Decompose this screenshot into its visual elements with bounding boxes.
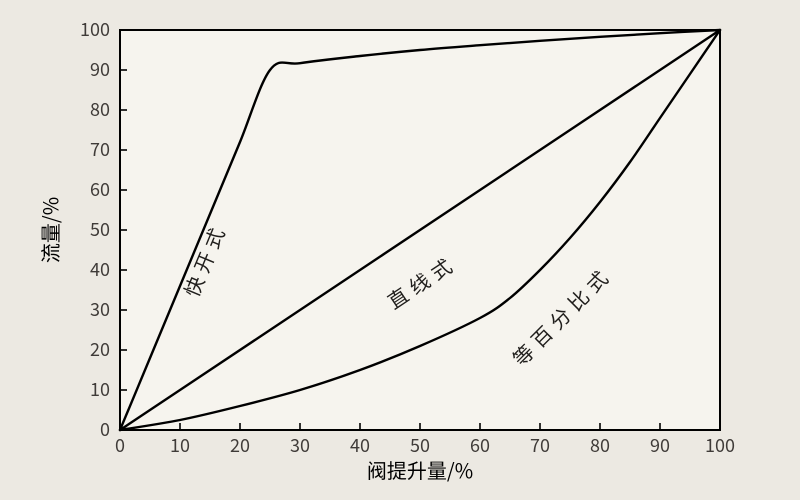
x-tick-label: 10 bbox=[170, 432, 190, 458]
y-tick-label: 70 bbox=[90, 136, 110, 162]
y-tick-label: 80 bbox=[90, 96, 110, 122]
x-axis-label: 阀提升量/% bbox=[367, 455, 473, 484]
y-tick-label: 10 bbox=[90, 376, 110, 402]
y-tick-label: 20 bbox=[90, 336, 110, 362]
y-tick-label: 40 bbox=[90, 256, 110, 282]
y-axis-label: 流量/% bbox=[35, 197, 64, 263]
y-tick-label: 0 bbox=[100, 416, 110, 442]
x-tick-label: 80 bbox=[590, 432, 610, 458]
y-tick-label: 50 bbox=[90, 216, 110, 242]
chart-container: 0102030405060708090100010203040506070809… bbox=[0, 0, 800, 500]
y-tick-label: 100 bbox=[80, 16, 110, 42]
y-tick-label: 90 bbox=[90, 56, 110, 82]
x-tick-label: 100 bbox=[705, 432, 735, 458]
x-tick-label: 0 bbox=[115, 432, 125, 458]
y-tick-label: 30 bbox=[90, 296, 110, 322]
x-tick-label: 90 bbox=[650, 432, 670, 458]
x-tick-label: 30 bbox=[290, 432, 310, 458]
x-tick-label: 70 bbox=[530, 432, 550, 458]
chart-svg: 0102030405060708090100010203040506070809… bbox=[0, 0, 800, 500]
y-tick-label: 60 bbox=[90, 176, 110, 202]
x-tick-label: 20 bbox=[230, 432, 250, 458]
